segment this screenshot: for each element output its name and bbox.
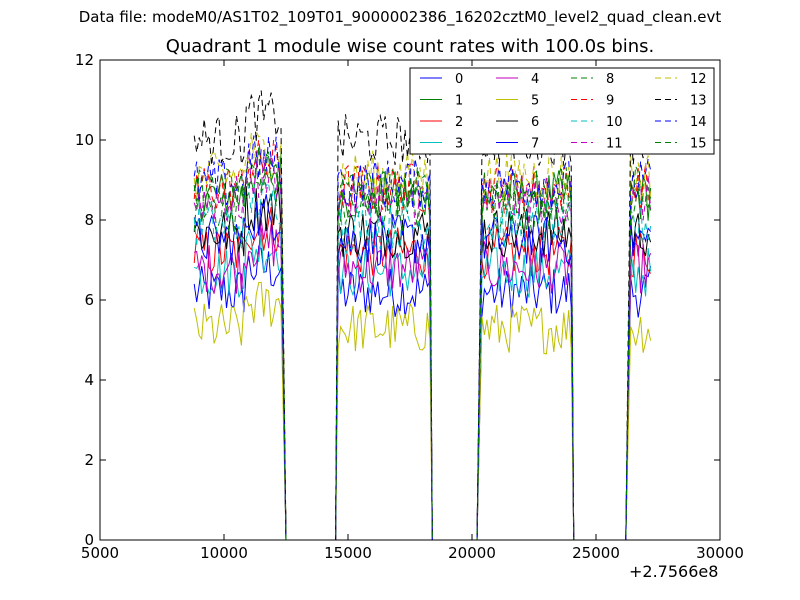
x-tick-label: 25000 xyxy=(572,544,620,562)
x-axis-offset-label: +2.7566e8 xyxy=(629,562,719,581)
series-line-9 xyxy=(193,139,652,541)
legend-label-6: 6 xyxy=(531,115,539,130)
x-tick-label: 10000 xyxy=(200,544,248,562)
legend-label-8: 8 xyxy=(606,72,614,87)
series-layer xyxy=(193,90,652,541)
y-tick-label: 0 xyxy=(84,531,94,549)
y-tick-label: 8 xyxy=(84,211,94,229)
series-line-4 xyxy=(194,219,652,541)
legend-frame xyxy=(409,67,715,155)
legend-label-4: 4 xyxy=(531,72,539,87)
y-tick-label: 10 xyxy=(75,131,94,149)
series-line-15 xyxy=(193,149,652,541)
y-tick-label: 6 xyxy=(84,291,94,309)
legend-label-14: 14 xyxy=(690,115,707,130)
y-tick-label: 12 xyxy=(75,51,94,69)
series-line-12 xyxy=(193,129,652,541)
series-line-8 xyxy=(193,161,652,541)
y-tick-label: 2 xyxy=(84,451,94,469)
series-line-14 xyxy=(193,135,652,541)
chart-title: Quadrant 1 module wise count rates with … xyxy=(165,36,655,57)
legend-label-13: 13 xyxy=(690,94,707,109)
legend-label-0: 0 xyxy=(455,72,463,87)
legend-label-11: 11 xyxy=(606,137,623,152)
legend-label-15: 15 xyxy=(690,137,707,152)
series-line-3 xyxy=(193,229,652,541)
series-line-0 xyxy=(193,245,652,541)
legend-label-12: 12 xyxy=(690,72,707,87)
suptitle: Data file: modeM0/AS1T02_109T01_90000023… xyxy=(78,8,722,26)
legend-label-7: 7 xyxy=(531,137,539,152)
legend-label-2: 2 xyxy=(455,115,463,130)
x-tick-label: 5000 xyxy=(81,544,119,562)
series-line-5 xyxy=(193,281,652,541)
legend-label-9: 9 xyxy=(606,94,614,109)
legend-label-5: 5 xyxy=(531,94,539,109)
legend-label-1: 1 xyxy=(455,94,463,109)
y-tick-label: 4 xyxy=(84,371,94,389)
x-tick-label: 20000 xyxy=(448,544,496,562)
legend-label-3: 3 xyxy=(455,137,463,152)
series-line-13 xyxy=(193,90,652,541)
x-tick-label: 30000 xyxy=(696,544,744,562)
x-tick-label: 15000 xyxy=(324,544,372,562)
series-line-7 xyxy=(193,194,651,541)
legend-label-10: 10 xyxy=(606,115,623,130)
